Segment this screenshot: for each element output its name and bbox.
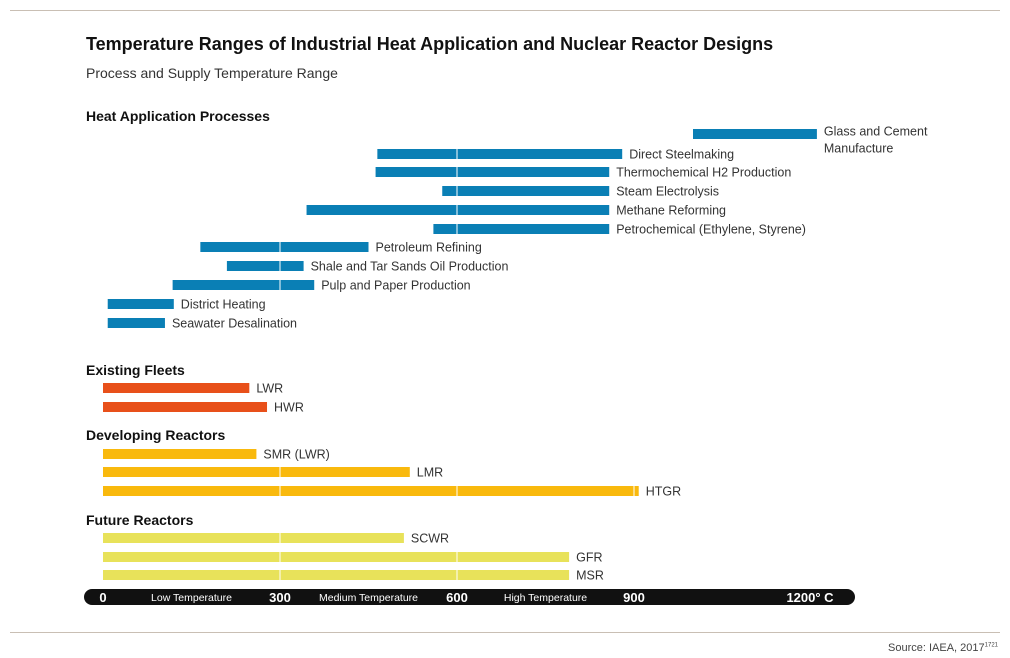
bar-label: HWR [274,401,304,415]
axis-bar [84,589,855,605]
axis-tick-label: 0 [99,590,106,605]
range-bar [107,299,174,309]
source-reference: 1721 [984,642,998,649]
bar-label: SCWR [411,532,449,546]
source-text: Source: IAEA, 2017 [888,642,985,654]
bar-group-1: Existing Fleets LWR HWR [86,362,304,415]
bar-label: Glass and Cement Manufacture [824,125,928,156]
bar-label: GFR [576,551,602,565]
bar-label: Petroleum Refining [376,241,482,255]
axis-band-label: High Temperature [504,592,587,604]
source-note: Source: IAEA, 20171721 [888,642,998,654]
range-bar [375,167,610,177]
group-title: Developing Reactors [86,427,225,443]
bar-label: LMR [417,466,443,480]
chart-subtitle: Process and Supply Temperature Range [86,65,338,81]
bar-label: Direct Steelmaking [629,148,734,162]
axis-end-label: 1200° C [786,590,834,605]
group-title: Existing Fleets [86,362,185,378]
bar-group-2: Developing Reactors SMR (LWR) LMR HTGR [86,427,681,499]
axis-tick-label: 300 [269,590,291,605]
range-bar [103,570,570,580]
top-rule [10,10,1000,11]
bar-label: Steam Electrolysis [616,185,719,199]
range-bar [103,486,639,496]
range-bar [433,224,610,234]
bar-label: Methane Reforming [616,204,726,218]
bar-label: HTGR [646,485,681,499]
range-bar [103,449,257,459]
bar-label: Thermochemical H2 Production [616,166,791,180]
range-bar [226,261,304,271]
range-bar [103,467,410,477]
range-bar [200,242,369,252]
range-bar [442,186,610,196]
range-bar [103,383,250,393]
bottom-rule [10,632,1000,633]
range-bar [103,533,404,543]
axis-tick-label: 600 [446,590,468,605]
temperature-axis: 0 300 600 900 Low Temperature Medium Temperat… [84,589,855,605]
range-bar [377,149,623,159]
bar-label: SMR (LWR) [263,448,329,462]
bar-label: LWR [256,382,283,396]
bar-label: Pulp and Paper Production [321,279,470,293]
axis-tick-label: 900 [623,590,645,605]
bar-label: Petrochemical (Ethylene, Styrene) [616,223,806,237]
bar-groups: Heat Application Processes Glass and Ceme… [86,108,928,583]
bar-label: Shale and Tar Sands Oil Production [311,260,509,274]
range-bar [306,205,610,215]
bar-group-3: Future Reactors SCWR GFR MSR [86,512,604,583]
bar-group-0: Heat Application Processes Glass and Ceme… [86,108,928,331]
range-bar [172,280,315,290]
axis-band-label: Medium Temperature [319,592,418,604]
group-title: Future Reactors [86,512,194,528]
range-bar [107,318,165,328]
bar-label: District Heating [181,298,266,312]
range-bar [693,129,817,139]
range-bar [103,552,570,562]
chart-title: Temperature Ranges of Industrial Heat Ap… [86,34,774,54]
bar-label: Seawater Desalination [172,317,297,331]
group-title: Heat Application Processes [86,108,270,124]
range-bar [103,402,268,412]
axis-band-label: Low Temperature [151,592,232,604]
bar-label: MSR [576,569,604,583]
